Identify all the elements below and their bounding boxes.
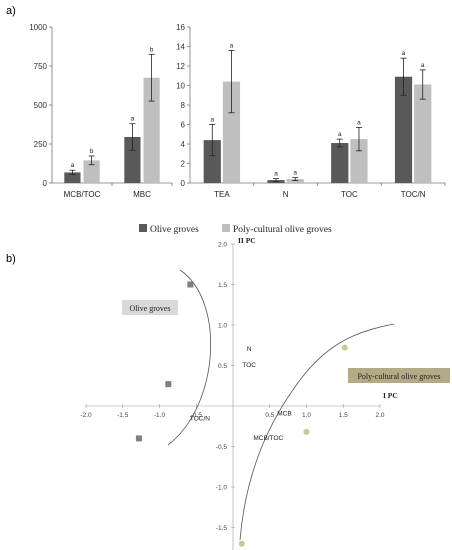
x-tick-label: -1.0 <box>154 412 166 419</box>
x-tick-label: -1.5 <box>117 412 129 419</box>
category-label: TOC/N <box>401 190 426 199</box>
bar-olive <box>394 76 413 183</box>
y-tick-label: -1.5 <box>216 525 228 532</box>
legend-label-poly: Poly-cultural olive groves <box>233 225 332 235</box>
olive-grove-point <box>135 435 142 442</box>
y-tick-label: 0 <box>43 179 48 188</box>
y-tick-label: -1.0 <box>216 485 228 492</box>
y-tick-label: 0 <box>181 179 186 188</box>
panel-a-label: a) <box>6 5 16 17</box>
bar-olive <box>64 172 81 183</box>
variable-label: MCB <box>277 411 291 418</box>
x-tick-label: 1.0 <box>302 412 311 419</box>
x-tick-label: -0.5 <box>191 412 203 419</box>
category-label: N <box>283 190 289 199</box>
olive-grove-point <box>187 281 194 288</box>
significance-letter: a <box>357 119 361 126</box>
bar-olive <box>124 136 141 183</box>
y-tick-label: 500 <box>34 101 48 110</box>
category-label: TOC <box>341 190 358 199</box>
significance-letter: a <box>402 50 406 57</box>
y-tick-label: 1.5 <box>218 282 227 289</box>
y-tick-label: 1000 <box>29 23 47 32</box>
variable-label: TOC <box>242 362 256 369</box>
y-tick-label: 12 <box>176 62 185 71</box>
chart-mbc: 0 250 500 750 1000 MCB/TOC a b MBC a b <box>29 23 173 199</box>
bar-poly <box>143 77 160 183</box>
category-label: MBC <box>133 190 151 199</box>
legend-label-olive: Olive groves <box>150 225 199 235</box>
x-tick-label: 1.5 <box>339 412 348 419</box>
bar-olive <box>331 143 349 183</box>
poly-grove-point <box>238 540 245 547</box>
olive-group-box <box>122 300 178 315</box>
chart-pca-biplot: -2.0 -1.5 -1.0 -0.5 0.5 1.0 1.5 2.0 2.0 1.5 1.0 0.5… <box>80 236 450 550</box>
significance-letter: b <box>150 46 154 53</box>
significance-letter: a <box>338 131 342 138</box>
significance-letter: a <box>131 116 135 123</box>
x-axis-title: I PC <box>383 391 398 400</box>
significance-letter: a <box>230 42 234 49</box>
y-axis-title: II PC <box>238 236 256 245</box>
legend: Olive groves Poly-cultural olive groves <box>139 224 332 235</box>
category-label: TEA <box>214 190 230 199</box>
category-label: MCB/TOC <box>64 190 101 199</box>
significance-letter: a <box>421 62 425 69</box>
variable-label: N <box>247 346 252 353</box>
poly-grove-point <box>303 428 310 435</box>
variable-label: MCB/TOC <box>253 435 283 442</box>
y-tick-label: 2.0 <box>218 242 227 249</box>
olive-grove-point <box>165 381 172 388</box>
bar-poly <box>83 160 100 183</box>
y-tick-label: 14 <box>176 43 185 52</box>
y-tick-label: 250 <box>34 140 48 149</box>
panel-b-label: b) <box>6 253 16 265</box>
y-tick-label: 2 <box>181 160 186 169</box>
x-tick-label: 0.5 <box>265 412 274 419</box>
poly-cluster-curve <box>239 323 395 541</box>
y-tick-label: 8 <box>181 101 186 110</box>
chart-soil-properties: 0 2 4 6 8 10 12 14 16 TEA a a Na a TOC a a TOC/N a a <box>176 23 446 199</box>
bar-poly <box>414 84 432 183</box>
y-tick-label: -0.5 <box>216 444 228 451</box>
poly-group-label: Poly-cultural olive groves <box>357 372 440 381</box>
bar-poly <box>350 139 368 183</box>
significance-letter: b <box>90 148 94 155</box>
significance-letter: a <box>293 170 297 177</box>
y-tick-label: 0.5 <box>218 363 227 370</box>
olive-cluster-curve <box>167 269 212 446</box>
y-tick-label: 750 <box>34 62 48 71</box>
x-tick-label: -2.0 <box>80 412 92 419</box>
legend-swatch-olive <box>139 224 147 232</box>
bar-poly <box>286 179 304 183</box>
bar-poly <box>222 81 241 183</box>
y-tick-label: 10 <box>176 82 185 91</box>
y-tick-label: 4 <box>181 140 186 149</box>
olive-group-label: Olive groves <box>129 304 170 313</box>
legend-swatch-poly <box>222 224 230 232</box>
significance-letter: a <box>210 117 214 124</box>
significance-letter: a <box>274 171 278 178</box>
significance-letter: a <box>71 162 75 169</box>
variable-label: TOC/N <box>190 416 210 423</box>
poly-grove-point <box>341 344 348 351</box>
y-tick-label: 16 <box>176 23 185 32</box>
y-tick-label: 6 <box>181 121 186 130</box>
x-tick-label: 2.0 <box>375 412 384 419</box>
bar-olive <box>203 140 221 183</box>
poly-group-box <box>348 368 450 383</box>
y-tick-label: 1.0 <box>218 323 227 330</box>
